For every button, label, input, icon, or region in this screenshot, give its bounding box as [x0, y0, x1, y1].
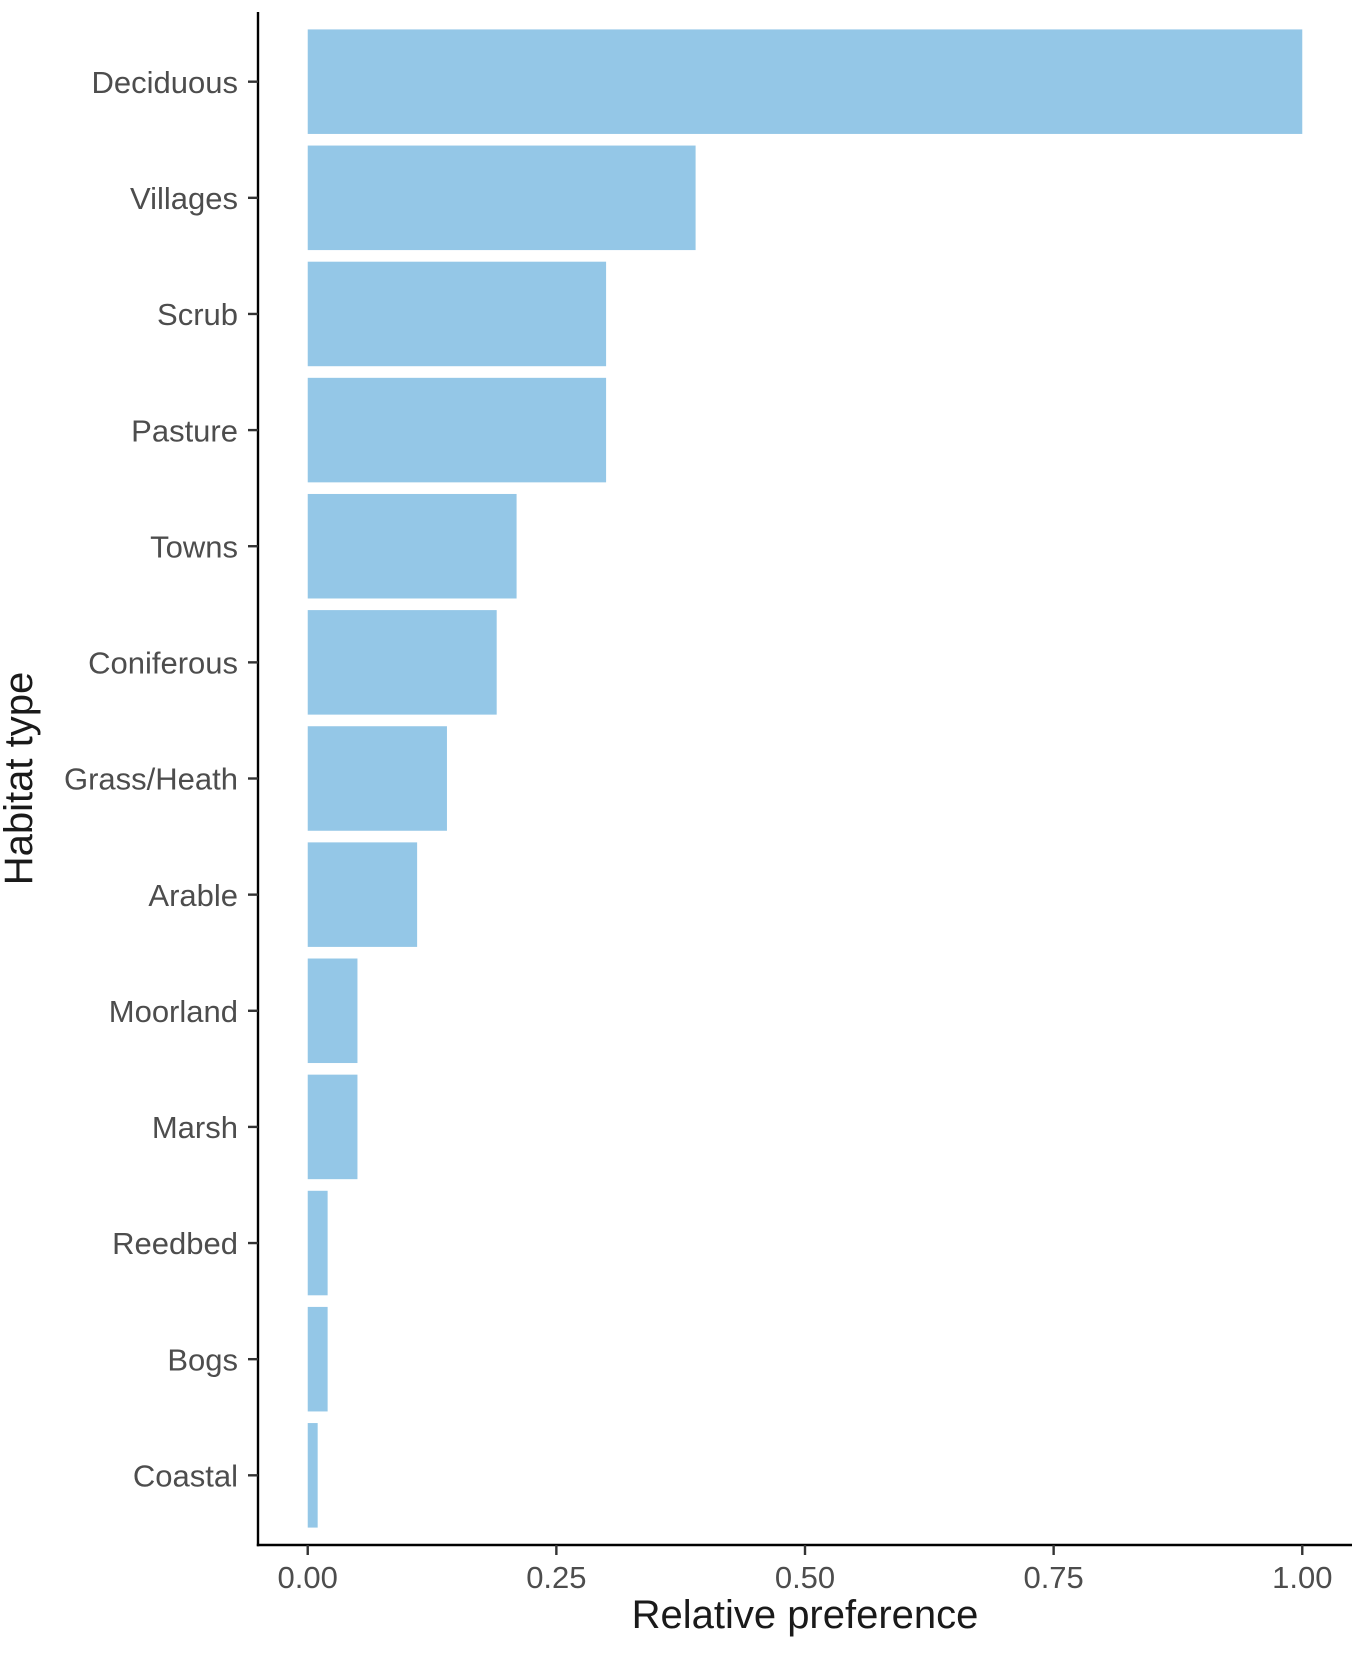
bars-group [307, 29, 1303, 1528]
bar-pasture [307, 377, 607, 483]
bar-scrub [307, 261, 607, 367]
bar-grass-heath [307, 726, 447, 831]
y-tick-label: Marsh [152, 1110, 238, 1145]
y-tick-label: Coniferous [88, 646, 238, 681]
bar-towns [307, 493, 517, 599]
y-axis-ticks: Deciduous Villages Scrub Pasture Towns Conife… [64, 65, 258, 1493]
y-tick-label: Villages [130, 181, 238, 216]
y-tick-label: Coastal [133, 1458, 238, 1493]
y-tick-label: Deciduous [92, 65, 238, 100]
y-tick-label: Scrub [157, 297, 238, 332]
bar-villages [307, 145, 696, 251]
y-axis-title: Habitat type [0, 672, 41, 885]
x-tick-label: 0.00 [278, 1560, 338, 1595]
x-tick-label: 0.25 [526, 1560, 586, 1595]
y-tick-label: Arable [148, 878, 238, 913]
y-tick-label: Grass/Heath [64, 762, 238, 797]
bar-coastal [307, 1423, 318, 1528]
y-tick-label: Towns [150, 529, 238, 564]
x-axis-title: Relative preference [632, 1593, 979, 1637]
bar-bogs [307, 1306, 328, 1412]
y-tick-label: Reedbed [112, 1226, 238, 1261]
x-tick-label: 0.50 [775, 1560, 835, 1595]
bar-arable [307, 842, 418, 947]
bar-marsh [307, 1074, 358, 1180]
x-axis-ticks: 0.00 0.25 0.50 0.75 1.00 [278, 1545, 1332, 1595]
x-tick-label: 1.00 [1272, 1560, 1332, 1595]
bar-coniferous [307, 610, 497, 715]
y-tick-label: Moorland [109, 994, 238, 1029]
bar-moorland [307, 958, 358, 1064]
y-tick-label: Bogs [167, 1342, 238, 1377]
x-tick-label: 0.75 [1023, 1560, 1083, 1595]
bar-deciduous [307, 29, 1303, 134]
y-tick-label: Pasture [131, 413, 238, 448]
bar-reedbed [307, 1190, 328, 1296]
